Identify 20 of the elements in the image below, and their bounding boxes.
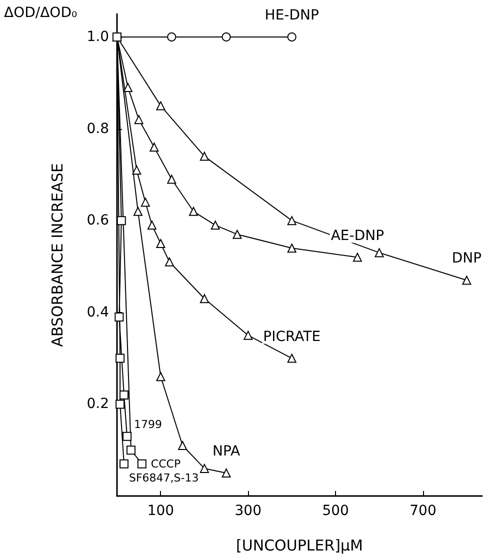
y-tick-label: 0.6 [86,212,110,229]
series-label: NPA [212,444,240,460]
x-tick-label: 300 [234,503,262,519]
x-tick-label: 500 [322,503,349,519]
x-tick-label: 100 [147,503,174,519]
series-label: HE-DNP [264,7,319,24]
series-label: DNP [452,250,482,267]
series-label: PICRATE [263,328,321,345]
x-axis-title: [UNCOUPLER]μM [236,536,363,554]
y-tick-label: 1.0 [86,28,109,45]
series-label: AE-DNP [330,228,384,244]
y-axis-title: ABSORBANCE INCREASE [48,163,66,347]
annotation: SF6847,S-13 [128,471,199,484]
annotation: 1799 [134,418,162,431]
annotation: CCCP [150,457,181,470]
x-tick-label: 700 [410,503,436,519]
y-tick-label: 0.2 [86,396,109,412]
text: ΔOD/ΔOD₀ [4,5,78,21]
y-tick-label: 0.4 [86,304,110,320]
y-tick-label: 0.8 [86,120,109,137]
